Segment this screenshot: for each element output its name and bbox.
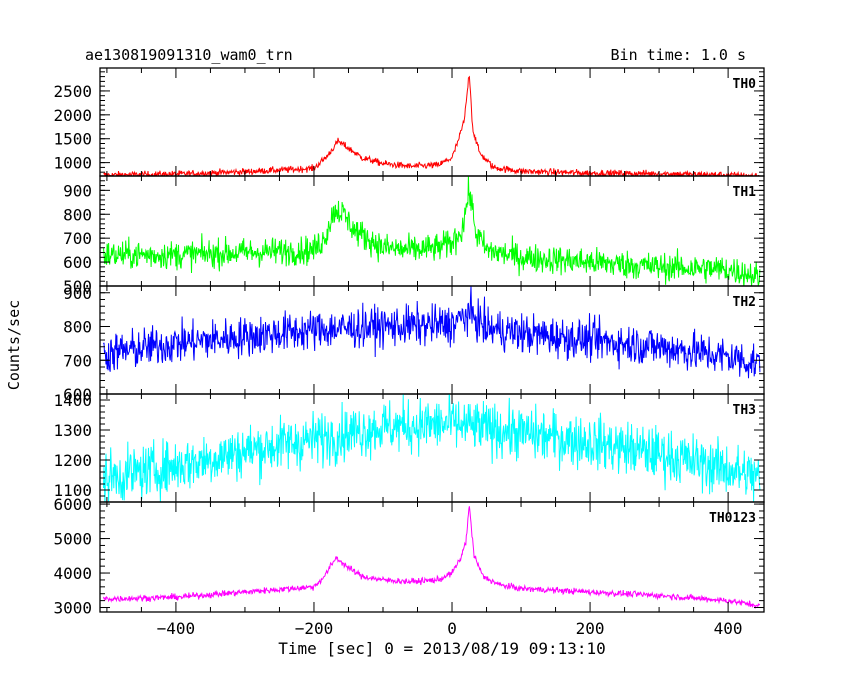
y-tick-label: 800 <box>63 205 92 224</box>
y-tick-label: 800 <box>63 318 92 337</box>
y-tick-label: 4000 <box>53 564 92 583</box>
y-tick-label: 5000 <box>53 530 92 549</box>
panel-label: TH0123 <box>709 511 756 526</box>
y-tick-label: 600 <box>63 385 92 404</box>
bin-time-label: Bin time: 1.0 s <box>611 46 746 64</box>
series-line-th1 <box>103 176 761 286</box>
panel-th0123: 3000 4000 5000 6000 TH0123 <box>53 495 765 618</box>
y-tick-label: 900 <box>63 181 92 200</box>
x-tick-label: −200 <box>295 619 334 638</box>
panel-label: TH2 <box>733 295 756 310</box>
y-tick-label: 1100 <box>53 481 92 500</box>
panels-group: 1000 1500 2000 2500 TH0 500 600 700 800 900 TH1 600… <box>53 67 765 618</box>
x-tick-label: 0 <box>447 619 457 638</box>
series-line-th3 <box>103 394 761 502</box>
y-tick-label: 700 <box>63 351 92 370</box>
y-tick-label: 2500 <box>53 82 92 101</box>
series-line-th2 <box>103 286 761 379</box>
panel-th2: 600 700 800 900 TH2 <box>63 284 765 404</box>
chart-title: ae130819091310_wam0_trn <box>85 46 293 64</box>
panel-th1: 500 600 700 800 900 TH1 <box>63 175 765 296</box>
panel-label: TH3 <box>733 403 756 418</box>
panel-th0: 1000 1500 2000 2500 TH0 <box>53 67 765 177</box>
panel-frame <box>99 67 765 177</box>
y-tick-label: 900 <box>63 284 92 303</box>
series-line-th0123 <box>103 506 761 609</box>
y-axis-label: Counts/sec <box>5 300 23 390</box>
y-tick-label: 2000 <box>53 106 92 125</box>
y-tick-label: 1300 <box>53 421 92 440</box>
series-line-th0 <box>103 75 760 176</box>
panel-th3: 1100 1200 1300 1400 TH3 <box>53 391 765 503</box>
x-tick-label: 400 <box>714 619 743 638</box>
y-tick-label: 1400 <box>53 391 92 410</box>
panel-label: TH1 <box>733 185 757 200</box>
y-tick-label: 700 <box>63 229 92 248</box>
y-tick-label: 500 <box>63 277 92 296</box>
y-tick-label: 1000 <box>53 154 92 173</box>
panel-label: TH0 <box>733 77 757 92</box>
y-tick-label: 1200 <box>53 451 92 470</box>
x-tick-label: −400 <box>157 619 196 638</box>
panel-frame <box>99 501 765 613</box>
y-tick-label: 3000 <box>53 599 92 618</box>
x-axis-label: Time [sec] 0 = 2013/08/19 09:13:10 <box>278 639 606 658</box>
y-tick-label: 600 <box>63 253 92 272</box>
x-axis: −400 −200 0 200 400 <box>157 619 743 638</box>
y-tick-label: 1500 <box>53 130 92 149</box>
y-tick-label: 6000 <box>53 495 92 514</box>
x-tick-label: 200 <box>576 619 605 638</box>
